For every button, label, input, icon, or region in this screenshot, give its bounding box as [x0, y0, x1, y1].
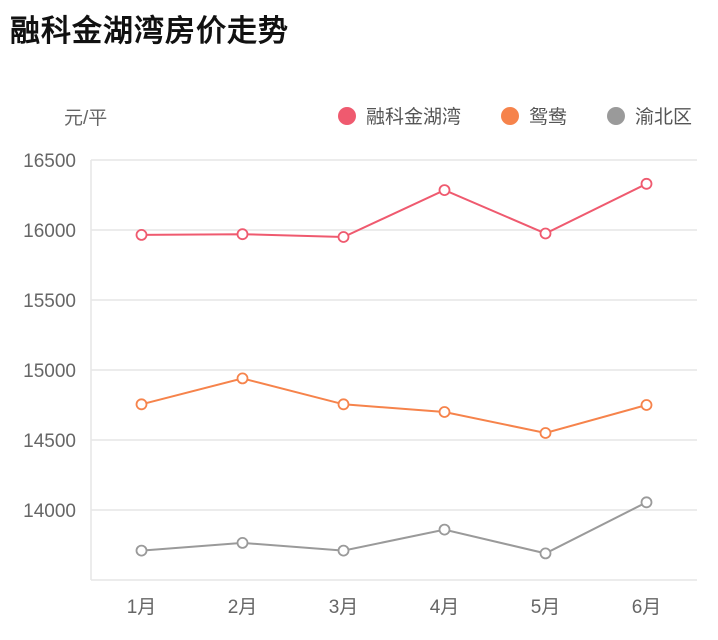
data-point	[135, 544, 148, 557]
data-point	[236, 372, 249, 385]
x-tick-label: 1月	[127, 597, 157, 618]
x-tick-label: 6月	[632, 597, 662, 618]
y-tick-label: 14000	[23, 501, 76, 522]
data-point	[539, 227, 552, 240]
legend-marker	[607, 107, 625, 125]
data-point	[337, 231, 350, 243]
legend-label: 渝北区	[635, 106, 692, 128]
x-tick-label: 4月	[430, 597, 460, 618]
data-point	[539, 547, 552, 560]
data-point	[337, 544, 350, 557]
x-tick-label: 5月	[531, 597, 561, 618]
data-point	[135, 398, 148, 411]
data-point	[438, 184, 451, 197]
y-tick-label: 16000	[23, 221, 76, 242]
series-line	[141, 377, 647, 435]
data-point	[640, 496, 653, 509]
y-tick-label: 16500	[23, 151, 76, 172]
y-axis-label: 元/平	[64, 108, 107, 129]
legend-label: 融科金湖湾	[366, 106, 461, 128]
data-point	[337, 398, 350, 411]
data-point	[640, 399, 653, 411]
data-point	[438, 523, 451, 536]
x-tick-label: 3月	[329, 597, 359, 618]
legend-marker	[338, 107, 356, 125]
y-tick-label: 15500	[23, 291, 76, 312]
data-point	[135, 228, 148, 241]
data-point	[539, 427, 552, 439]
x-tick-label: 2月	[228, 597, 258, 618]
y-tick-label: 15000	[23, 361, 76, 382]
data-point	[640, 177, 653, 190]
chart-title: 融科金湖湾房价走势	[10, 14, 289, 49]
legend-label: 鸳鸯	[529, 106, 567, 128]
legend-marker	[501, 107, 519, 125]
data-point	[236, 228, 249, 241]
data-point	[438, 406, 451, 418]
data-point	[236, 537, 249, 549]
series-line	[141, 501, 647, 555]
series-line	[141, 182, 647, 239]
y-tick-label: 14500	[23, 431, 76, 452]
